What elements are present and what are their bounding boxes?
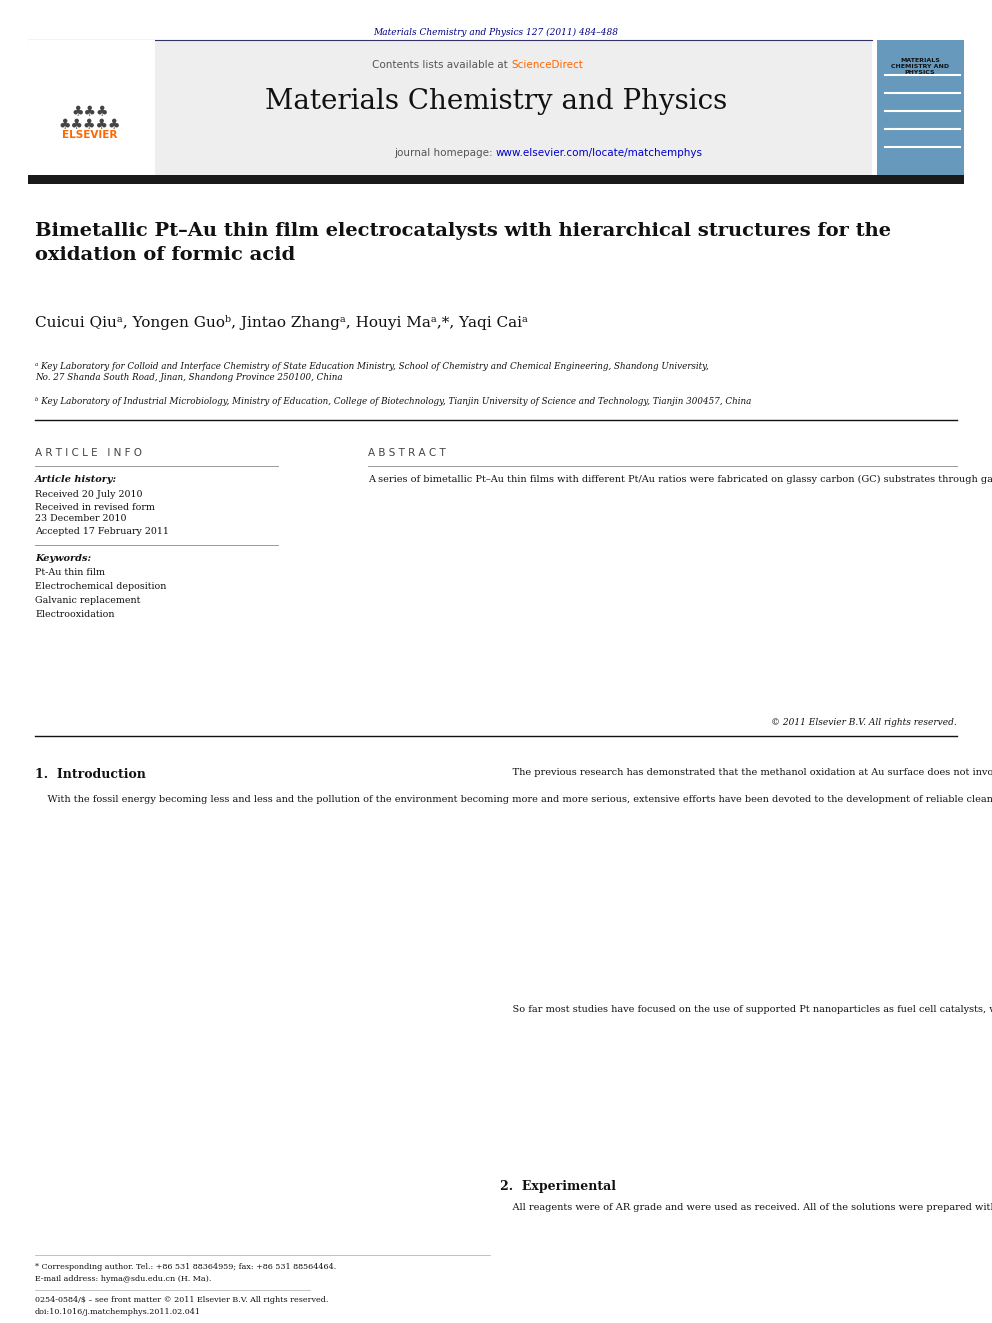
Text: www.elsevier.com/locate/matchemphys: www.elsevier.com/locate/matchemphys	[496, 148, 703, 157]
Text: ᵇ Key Laboratory of Industrial Microbiology, Ministry of Education, College of B: ᵇ Key Laboratory of Industrial Microbiol…	[35, 397, 751, 406]
Bar	[877, 40, 964, 175]
Text: Cuicui Qiuᵃ, Yongen Guoᵇ, Jintao Zhangᵃ, Houyi Maᵃ,*, Yaqi Caiᵃ: Cuicui Qiuᵃ, Yongen Guoᵇ, Jintao Zhangᵃ,…	[35, 315, 528, 329]
Bar	[28, 40, 155, 175]
Text: ♣♣♣
♣♣♣♣♣: ♣♣♣ ♣♣♣♣♣	[59, 105, 121, 132]
Text: 2.  Experimental: 2. Experimental	[500, 1180, 616, 1193]
Text: Contents lists available at: Contents lists available at	[372, 60, 511, 70]
Text: MATERIALS
CHEMISTRY AND
PHYSICS: MATERIALS CHEMISTRY AND PHYSICS	[891, 58, 949, 74]
Text: Electrochemical deposition: Electrochemical deposition	[35, 582, 167, 591]
Text: ScienceDirect: ScienceDirect	[511, 60, 582, 70]
Text: With the fossil energy becoming less and less and the pollution of the environme: With the fossil energy becoming less and…	[35, 795, 992, 804]
Text: Keywords:: Keywords:	[35, 554, 91, 564]
Text: The previous research has demonstrated that the methanol oxidation at Au surface: The previous research has demonstrated t…	[500, 767, 992, 777]
Text: Galvanic replacement: Galvanic replacement	[35, 595, 141, 605]
Text: Received in revised form
23 December 2010: Received in revised form 23 December 201…	[35, 503, 155, 523]
Text: A R T I C L E   I N F O: A R T I C L E I N F O	[35, 448, 142, 458]
Text: Pt-Au thin film: Pt-Au thin film	[35, 568, 105, 577]
Text: ELSEVIER: ELSEVIER	[62, 130, 118, 140]
Text: All reagents were of AR grade and were used as received. All of the solutions we: All reagents were of AR grade and were u…	[500, 1203, 992, 1212]
Text: © 2011 Elsevier B.V. All rights reserved.: © 2011 Elsevier B.V. All rights reserved…	[771, 718, 957, 728]
Text: 1.  Introduction: 1. Introduction	[35, 767, 146, 781]
Text: So far most studies have focused on the use of supported Pt nanoparticles as fue: So far most studies have focused on the …	[500, 1005, 992, 1013]
Text: Bimetallic Pt–Au thin film electrocatalysts with hierarchical structures for the: Bimetallic Pt–Au thin film electrocataly…	[35, 222, 891, 263]
Text: ᵃ Key Laboratory for Colloid and Interface Chemistry of State Education Ministry: ᵃ Key Laboratory for Colloid and Interfa…	[35, 363, 708, 382]
Text: A B S T R A C T: A B S T R A C T	[368, 448, 445, 458]
Text: A series of bimetallic Pt–Au thin films with different Pt/Au ratios were fabrica: A series of bimetallic Pt–Au thin films …	[368, 475, 992, 484]
Text: Materials Chemistry and Physics 127 (2011) 484–488: Materials Chemistry and Physics 127 (201…	[374, 28, 618, 37]
Bar	[28, 40, 872, 175]
Text: Article history:: Article history:	[35, 475, 117, 484]
Text: journal homepage:: journal homepage:	[394, 148, 496, 157]
Text: Electrooxidation: Electrooxidation	[35, 610, 114, 619]
Text: 0254-0584/$ – see front matter © 2011 Elsevier B.V. All rights reserved.: 0254-0584/$ – see front matter © 2011 El…	[35, 1297, 328, 1304]
Text: Materials Chemistry and Physics: Materials Chemistry and Physics	[265, 89, 727, 115]
Text: E-mail address: hyma@sdu.edu.cn (H. Ma).: E-mail address: hyma@sdu.edu.cn (H. Ma).	[35, 1275, 211, 1283]
Text: Received 20 July 2010: Received 20 July 2010	[35, 490, 143, 499]
Bar	[28, 175, 964, 184]
Text: Accepted 17 February 2011: Accepted 17 February 2011	[35, 527, 169, 536]
Text: * Corresponding author. Tel.: +86 531 88364959; fax: +86 531 88564464.: * Corresponding author. Tel.: +86 531 88…	[35, 1263, 336, 1271]
Text: doi:10.1016/j.matchemphys.2011.02.041: doi:10.1016/j.matchemphys.2011.02.041	[35, 1308, 201, 1316]
